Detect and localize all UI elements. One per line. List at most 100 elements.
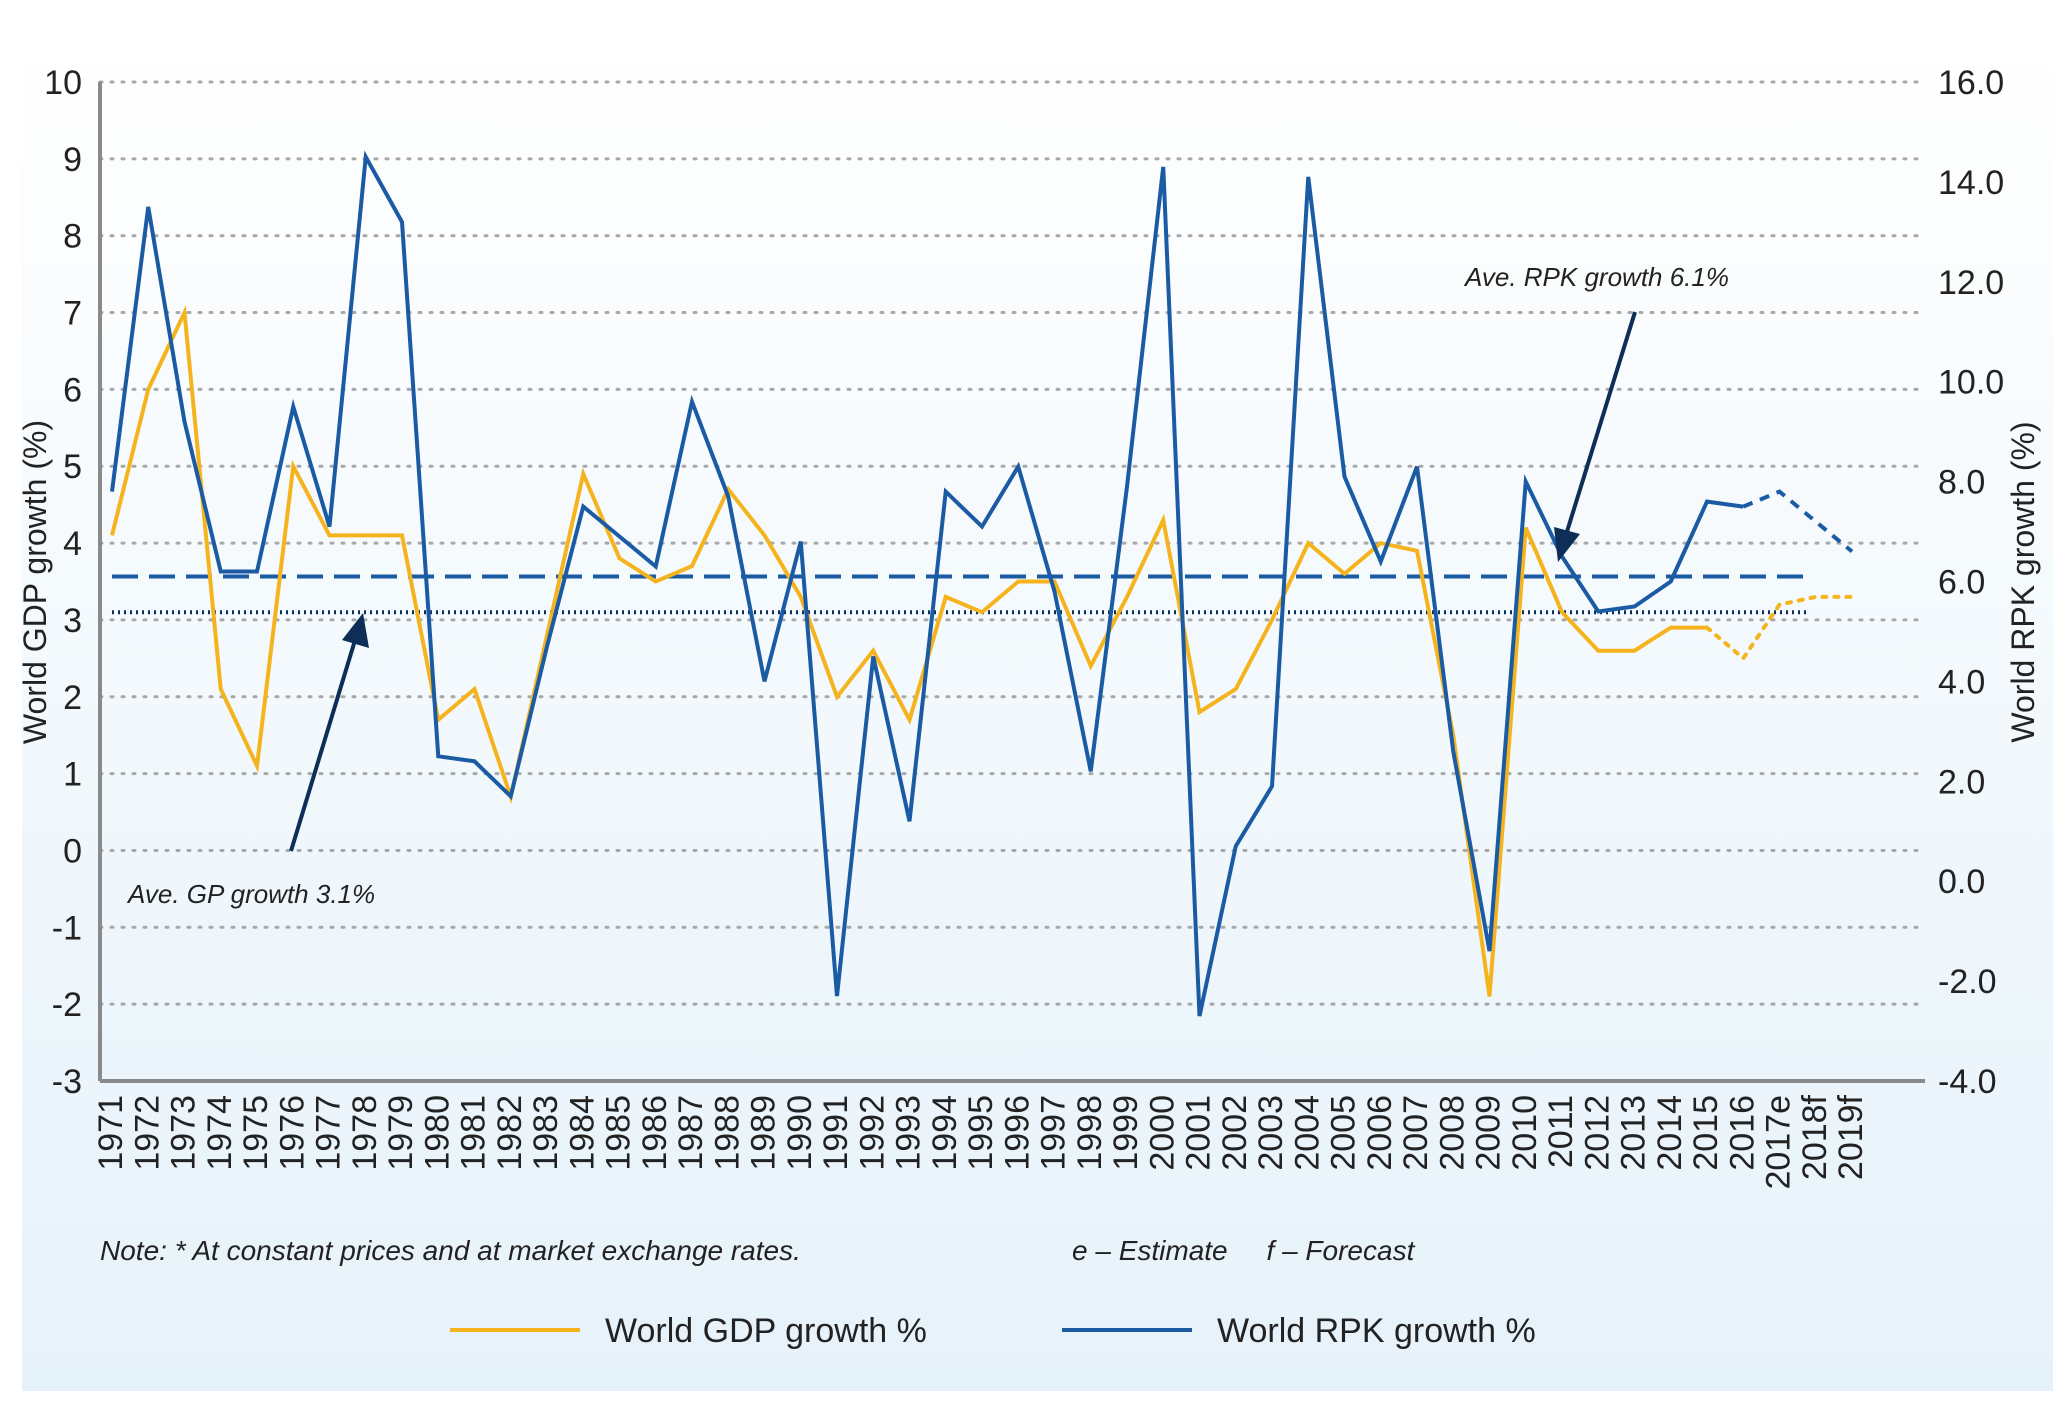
x-tick-label: 2018f: [1796, 1094, 1834, 1180]
x-tick-label: 1977: [310, 1095, 348, 1171]
left-tick-label: 4: [63, 525, 82, 563]
rpk-average-label: Ave. RPK growth 6.1%: [1463, 262, 1729, 292]
right-axis-ticks: 16.0 14.0 12.0 10.0 8.0 6.0 4.0 2.0 0.0 -2.0 -4.0: [1938, 64, 2004, 1101]
series-lines: [110, 150, 1854, 1017]
x-tick-label: 2011: [1542, 1095, 1580, 1168]
x-tick-label: 2002: [1216, 1095, 1254, 1171]
x-tick-label: 1999: [1107, 1095, 1145, 1171]
x-tick-label: 2005: [1325, 1095, 1363, 1171]
x-tick-label: 1974: [201, 1095, 239, 1171]
right-tick-label: 2.0: [1938, 763, 1985, 801]
average-lines: [112, 574, 1810, 615]
gdp-average-arrowhead: [342, 613, 369, 648]
x-tick-label: 2007: [1397, 1095, 1435, 1171]
left-axis-title: World GDP growth (%): [17, 420, 53, 744]
x-tick-label: 1986: [636, 1095, 674, 1171]
annotation-rpk-average: Ave. RPK growth 6.1%: [1463, 262, 1729, 562]
left-tick-label: 8: [63, 218, 82, 256]
x-tick-label: 2006: [1361, 1095, 1399, 1171]
x-tick-label: 2001: [1180, 1095, 1218, 1171]
x-tick-label: 1995: [962, 1095, 1000, 1171]
rpk-average-arrow: [1563, 311, 1637, 539]
x-tick-label: 1976: [273, 1095, 311, 1171]
x-tick-label: 2010: [1506, 1095, 1544, 1171]
left-tick-label: 1: [63, 756, 82, 794]
x-tick-label: 1992: [853, 1095, 891, 1171]
footnote: Note: * At constant prices and at market…: [100, 1235, 801, 1266]
x-axis-ticks: 1971197219731974197519761977197819791980…: [92, 1094, 1870, 1189]
x-tick-label: 1981: [455, 1095, 493, 1171]
x-tick-label: 1972: [128, 1095, 166, 1171]
legend: World GDP growth % World RPK growth %: [450, 1312, 1536, 1350]
left-tick-label: 3: [63, 602, 82, 640]
left-tick-label: 6: [63, 371, 82, 409]
gridlines: [98, 80, 1927, 1006]
x-tick-label: 1987: [672, 1095, 710, 1171]
right-tick-label: 12.0: [1938, 264, 2004, 302]
rpk-series-line: [110, 150, 1744, 1017]
right-tick-label: -2.0: [1938, 963, 1997, 1001]
annotation-gdp-average: Ave. GP growth 3.1%: [126, 613, 375, 909]
right-tick-label: 6.0: [1938, 564, 1985, 602]
x-tick-label: 2004: [1288, 1095, 1326, 1171]
gdp-average-label: Ave. GP growth 3.1%: [126, 879, 375, 909]
estimate-forecast-key: e – Estimate f – Forecast: [1072, 1235, 1416, 1266]
legend-gdp-label: World GDP growth %: [605, 1312, 927, 1350]
rpk-average-arrowhead: [1554, 527, 1580, 562]
gdp-series-line: [110, 305, 1707, 997]
left-tick-label: -2: [52, 986, 82, 1024]
left-tick-label: 7: [63, 295, 82, 333]
x-tick-label: 2000: [1143, 1095, 1181, 1171]
x-tick-label: 1997: [1035, 1095, 1073, 1171]
x-tick-label: 1996: [998, 1095, 1036, 1171]
x-tick-label: 1989: [745, 1095, 783, 1171]
right-tick-label: 8.0: [1938, 464, 1985, 502]
gdp-average-arrow: [289, 636, 358, 852]
left-tick-label: 10: [44, 64, 82, 102]
x-tick-label: 1980: [418, 1095, 456, 1171]
x-tick-label: 1988: [708, 1095, 746, 1171]
x-tick-label: 1994: [926, 1095, 964, 1171]
axes: [98, 82, 1925, 1083]
x-tick-label: 2009: [1470, 1095, 1508, 1171]
x-tick-label: 2008: [1433, 1095, 1471, 1171]
x-tick-label: 1971: [92, 1095, 130, 1171]
x-tick-label: 2017e: [1760, 1095, 1798, 1190]
rpk-projection-line: [1742, 489, 1854, 554]
x-tick-label: 2015: [1687, 1095, 1725, 1171]
x-tick-label: 2019f: [1832, 1094, 1870, 1180]
right-tick-label: 0.0: [1938, 863, 1985, 901]
legend-rpk-label: World RPK growth %: [1217, 1312, 1536, 1350]
x-tick-label: 1982: [491, 1095, 529, 1171]
x-tick-label: 1993: [890, 1095, 928, 1171]
left-tick-label: 9: [63, 141, 82, 179]
right-tick-label: 14.0: [1938, 164, 2004, 202]
x-tick-label: 1991: [817, 1095, 855, 1171]
gdp-projection-line: [1705, 594, 1854, 662]
left-tick-label: 5: [63, 448, 82, 486]
x-tick-label: 1978: [346, 1095, 384, 1171]
right-axis-title: World RPK growth (%): [2005, 421, 2041, 742]
x-tick-label: 2013: [1615, 1095, 1653, 1171]
x-tick-label: 2003: [1252, 1095, 1290, 1171]
x-tick-label: 2016: [1723, 1095, 1761, 1171]
right-tick-label: 10.0: [1938, 364, 2004, 402]
x-tick-label: 1975: [237, 1095, 275, 1171]
x-tick-label: 1973: [165, 1095, 203, 1171]
left-tick-label: 2: [63, 679, 82, 717]
x-tick-label: 1998: [1071, 1095, 1109, 1171]
x-tick-label: 1985: [600, 1095, 638, 1171]
x-tick-label: 1990: [781, 1095, 819, 1171]
right-tick-label: 16.0: [1938, 64, 2004, 102]
right-tick-label: 4.0: [1938, 663, 1985, 701]
x-tick-label: 2014: [1651, 1095, 1689, 1171]
left-tick-label: -1: [52, 909, 82, 947]
right-tick-label: -4.0: [1938, 1063, 1997, 1101]
x-tick-label: 1979: [382, 1095, 420, 1171]
x-tick-label: 2012: [1578, 1095, 1616, 1171]
x-tick-label: 1983: [527, 1095, 565, 1171]
left-tick-label: -3: [52, 1063, 82, 1101]
x-tick-label: 1984: [563, 1095, 601, 1171]
